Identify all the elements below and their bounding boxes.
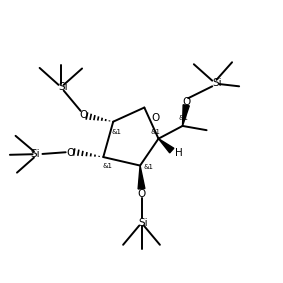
- Text: H: H: [175, 148, 183, 158]
- Text: Si: Si: [138, 218, 148, 228]
- Text: O: O: [183, 97, 191, 107]
- Text: O: O: [67, 148, 75, 158]
- Text: Si: Si: [213, 78, 222, 88]
- Text: &1: &1: [102, 163, 113, 169]
- Text: Si: Si: [31, 149, 40, 159]
- Polygon shape: [138, 166, 145, 189]
- Text: O: O: [79, 110, 88, 120]
- Text: O: O: [137, 189, 146, 199]
- Polygon shape: [183, 105, 189, 126]
- Text: O: O: [151, 113, 159, 123]
- Text: &1: &1: [151, 129, 161, 136]
- Text: &1: &1: [143, 164, 153, 170]
- Text: &1: &1: [111, 129, 121, 136]
- Text: &1: &1: [179, 115, 189, 121]
- Text: Si: Si: [58, 82, 68, 92]
- Polygon shape: [158, 139, 174, 153]
